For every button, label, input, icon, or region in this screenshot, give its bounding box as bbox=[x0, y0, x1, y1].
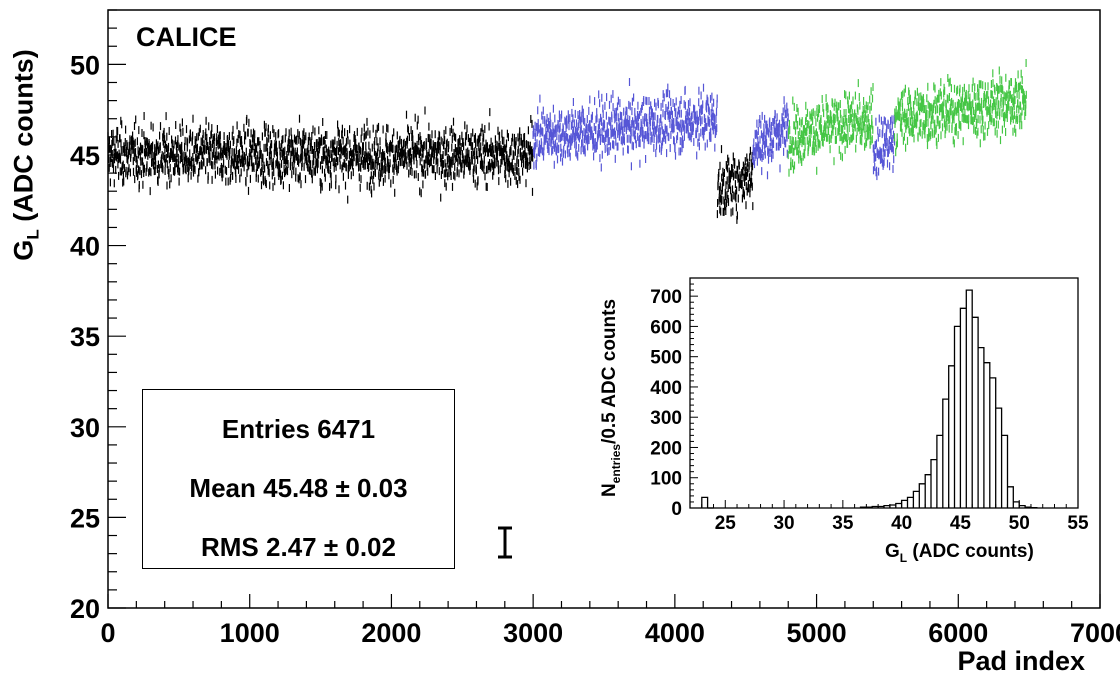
series-1-blue bbox=[532, 78, 718, 172]
series-5-blue bbox=[872, 114, 896, 181]
plot-frame bbox=[107, 9, 1101, 609]
y-tick-label: 35 bbox=[70, 322, 100, 352]
calice-label: CALICE bbox=[136, 22, 237, 52]
inset-x-tick-label: 55 bbox=[1067, 513, 1089, 534]
y-tick-label: 45 bbox=[70, 141, 100, 171]
x-tick-label: 1000 bbox=[220, 618, 280, 648]
series-3-blue bbox=[752, 96, 789, 180]
inset-x-title-sub: L bbox=[899, 550, 908, 565]
inset-y-tick-label: 600 bbox=[650, 317, 682, 338]
inset-y-tick-label: 500 bbox=[650, 348, 682, 369]
series-6-green bbox=[893, 59, 1027, 157]
series-2-black bbox=[716, 145, 754, 224]
x-tick-label: 2000 bbox=[361, 618, 421, 648]
inset-y-tick-label: 200 bbox=[650, 438, 682, 459]
inset-x-title-rest: (ADC counts) bbox=[907, 541, 1034, 562]
inset-x-tick-label: 25 bbox=[715, 513, 737, 534]
inset-y-title-main: N bbox=[599, 483, 621, 498]
inset-x-axis-title: GL (ADC counts) bbox=[885, 541, 1034, 565]
x-tick-label: 0 bbox=[100, 618, 115, 648]
series-0-black bbox=[107, 106, 534, 204]
series-4-green bbox=[787, 79, 874, 177]
inset-y-title-sub: entries bbox=[608, 443, 623, 484]
hist-outline bbox=[701, 289, 1038, 509]
inset-y-tick-label: 0 bbox=[671, 499, 682, 520]
stats-entries: Entries 6471 bbox=[221, 414, 376, 444]
inset-x-tick-label: 40 bbox=[891, 513, 912, 534]
y-tick-label: 30 bbox=[70, 413, 100, 443]
inset-x-tick-label: 30 bbox=[773, 513, 794, 534]
x-tick-label: 5000 bbox=[787, 618, 847, 648]
inset-y-title-rest: /0.5 ADC counts bbox=[599, 298, 621, 444]
y-axis-title-main: G bbox=[8, 239, 39, 261]
y-tick-label: 50 bbox=[70, 50, 100, 80]
inset-x-tick-label: 35 bbox=[832, 513, 854, 534]
stats-mean: Mean 45.48 ± 0.03 bbox=[189, 473, 408, 503]
stats-rms: RMS 2.47 ± 0.02 bbox=[201, 532, 396, 562]
stats-box: Entries 6471 Mean 45.48 ± 0.03 RMS 2.47 … bbox=[142, 389, 455, 569]
y-tick-label: 40 bbox=[70, 232, 100, 262]
inset-y-tick-label: 700 bbox=[650, 287, 682, 308]
inset-y-tick-label: 300 bbox=[650, 408, 682, 429]
inset-x-title-main: G bbox=[885, 541, 900, 562]
y-tick-label: 25 bbox=[70, 503, 100, 533]
inset-frame bbox=[689, 277, 1079, 509]
y-axis-title-sub: L bbox=[23, 229, 43, 240]
y-axis-title-rest: (ADC counts) bbox=[8, 49, 39, 230]
y-tick-label: 20 bbox=[70, 594, 100, 624]
inset-y-tick-label: 400 bbox=[650, 378, 682, 399]
inset-x-tick-label: 45 bbox=[950, 513, 972, 534]
x-tick-label: 3000 bbox=[503, 618, 563, 648]
error-bar-symbol bbox=[498, 526, 512, 559]
x-tick-label: 7000 bbox=[1070, 618, 1120, 648]
x-axis-title: Pad index bbox=[957, 646, 1085, 676]
x-tick-label: 6000 bbox=[928, 618, 988, 648]
x-tick-label: 4000 bbox=[645, 618, 705, 648]
inset-y-axis-title: Nentries/0.5 ADC counts bbox=[596, 278, 626, 518]
y-axis-title: GL (ADC counts) bbox=[6, 20, 46, 290]
inset-x-tick-label: 50 bbox=[1009, 513, 1030, 534]
inset-y-tick-label: 100 bbox=[650, 469, 682, 490]
